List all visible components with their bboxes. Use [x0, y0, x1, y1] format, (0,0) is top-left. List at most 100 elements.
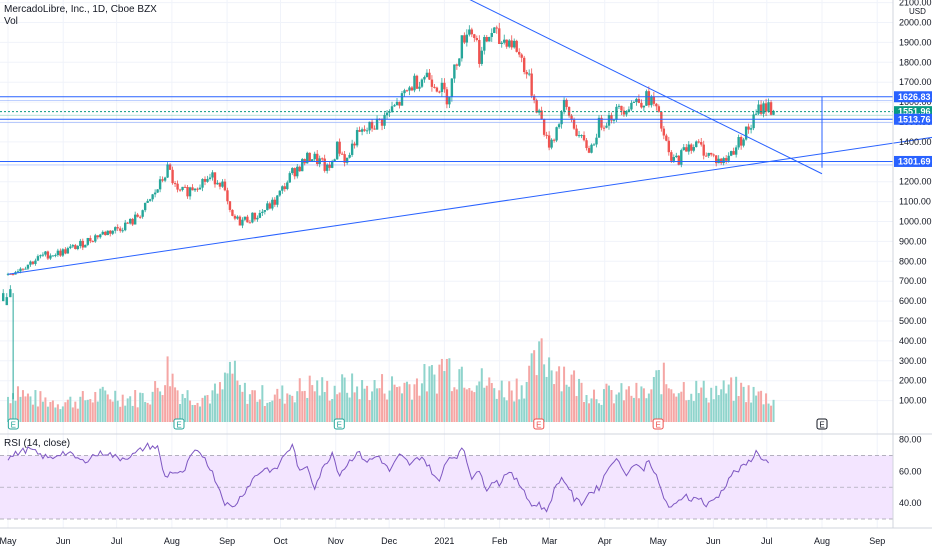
- candle-body: [675, 155, 678, 158]
- volume-bar: [31, 404, 34, 422]
- volume-bar: [258, 399, 261, 422]
- volume-bar: [7, 396, 9, 422]
- volume-bar: [680, 391, 683, 422]
- earnings-badge: [173, 418, 185, 430]
- candle-body: [493, 27, 496, 33]
- price-tick-label: 1800.00: [899, 57, 932, 67]
- volume-bar: [241, 391, 244, 422]
- candle-body: [368, 121, 371, 131]
- candle-body: [460, 35, 464, 59]
- candle-body: [143, 202, 147, 211]
- volume-bar: [553, 384, 556, 422]
- candle-body: [246, 216, 249, 223]
- volume-bar: [341, 374, 344, 422]
- volume-bar: [535, 375, 538, 422]
- candle-body: [163, 177, 167, 181]
- volume-bar: [331, 399, 334, 422]
- candle-body: [193, 188, 197, 191]
- candle-body: [54, 255, 57, 257]
- volume-bar: [583, 402, 586, 422]
- price-tick-label: 800.00: [899, 256, 927, 266]
- candle-body: [363, 129, 366, 131]
- earnings-badge-label: E: [337, 421, 342, 430]
- volume-bar: [54, 407, 57, 422]
- volume-bar: [585, 395, 588, 422]
- candle-body: [734, 147, 738, 155]
- candle-body: [256, 217, 259, 220]
- volume-bar: [89, 399, 92, 422]
- earnings-badge-label: E: [655, 421, 660, 430]
- rsi-label[interactable]: RSI (14, close): [4, 438, 71, 449]
- volume-bar: [16, 386, 19, 422]
- volume-bar: [201, 397, 204, 422]
- volume-bar: [560, 391, 563, 422]
- volume-bar: [181, 393, 184, 422]
- volume-bar: [550, 370, 553, 422]
- candle-body: [490, 32, 493, 37]
- candle-body: [375, 118, 379, 130]
- volume-bar: [96, 401, 99, 422]
- candle-body: [724, 158, 728, 161]
- time-tick-label: May: [0, 536, 17, 546]
- volume-bar: [580, 382, 583, 422]
- volume-bar: [218, 382, 221, 422]
- time-tick-label: Aug: [814, 536, 830, 546]
- candle-body: [692, 147, 695, 151]
- volume-bar: [445, 358, 448, 422]
- volume-bar: [398, 386, 401, 422]
- volume-bar: [440, 358, 443, 422]
- volume-bar: [206, 395, 209, 422]
- volume-bar: [672, 393, 675, 422]
- candle-body: [632, 101, 636, 103]
- candle-body: [438, 91, 441, 93]
- volume-bar: [116, 400, 119, 422]
- volume-bar: [121, 394, 124, 422]
- candle-body: [355, 130, 359, 146]
- candle-body: [400, 93, 404, 106]
- volume-bar: [428, 366, 431, 422]
- volume-bar: [256, 401, 259, 422]
- candle-body: [577, 135, 581, 137]
- volume-bar: [36, 406, 39, 422]
- candle-body: [540, 110, 543, 120]
- volume-bar: [328, 400, 331, 422]
- candle-body: [500, 42, 503, 44]
- volume-bar: [69, 396, 72, 422]
- volume-bar: [468, 388, 471, 422]
- level-tag-text: 1513.76: [898, 114, 931, 124]
- volume-bar: [695, 380, 698, 422]
- candle-body: [757, 104, 760, 114]
- volume-bar: [772, 399, 775, 422]
- candle-body: [522, 57, 526, 73]
- volume-bar: [423, 364, 426, 422]
- volume-bar: [376, 388, 379, 422]
- earnings-badge: [533, 418, 545, 430]
- candle-body: [61, 249, 65, 256]
- volume-bar: [675, 396, 678, 422]
- level-tag-bg: [894, 91, 932, 103]
- candle-body: [390, 106, 394, 112]
- candle-body: [258, 212, 262, 218]
- volume-bar: [213, 383, 216, 422]
- volume-bar: [742, 386, 745, 422]
- symbol-title[interactable]: MercadoLibre, Inc., 1D, Cboe BZX: [4, 4, 157, 15]
- candle-body: [520, 54, 523, 58]
- volume-bar: [164, 385, 167, 422]
- volume-bar: [735, 376, 738, 422]
- volume-label[interactable]: Vol: [4, 16, 18, 27]
- candle-body: [348, 154, 351, 158]
- volume-bar: [725, 393, 728, 422]
- candle-body: [463, 35, 466, 43]
- candle-body: [747, 126, 750, 130]
- volume-bar: [635, 382, 638, 422]
- volume-bar: [530, 353, 533, 422]
- price-tick-label: 1700.00: [899, 77, 932, 87]
- candle-body: [131, 218, 134, 225]
- volume-bar: [388, 390, 391, 422]
- volume-bar: [26, 393, 29, 422]
- candle-body: [510, 40, 513, 48]
- candle-body: [645, 91, 648, 106]
- volume-bar: [9, 403, 12, 422]
- volume-bar: [705, 397, 708, 422]
